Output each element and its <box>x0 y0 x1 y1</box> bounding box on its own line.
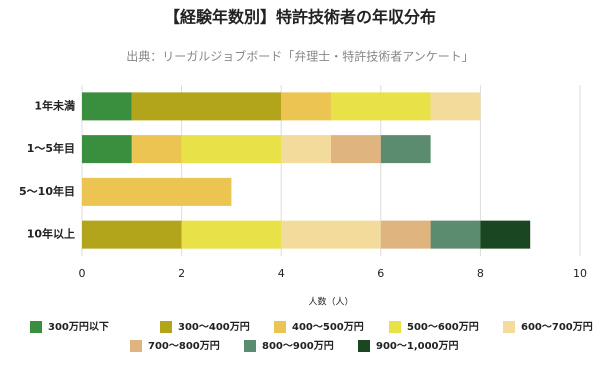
legend-swatch <box>244 340 256 352</box>
x-tick-label: 10 <box>573 267 587 280</box>
x-tick-label: 0 <box>79 267 86 280</box>
legend-swatch <box>389 321 401 333</box>
x-tick-label: 4 <box>278 267 285 280</box>
y-tick-label: 10年以上 <box>27 227 75 241</box>
y-tick-label: 5〜10年目 <box>19 184 75 198</box>
bar-segment <box>431 92 481 120</box>
bar-segment <box>480 221 530 249</box>
bar-segment <box>331 92 431 120</box>
bar-segment <box>182 221 282 249</box>
legend-swatch <box>503 321 515 333</box>
y-tick-label: 1年未満 <box>34 98 75 112</box>
bar-segment <box>281 135 331 163</box>
legend-label: 900〜1,000万円 <box>376 340 459 352</box>
x-tick-label: 2 <box>178 267 185 280</box>
x-tick-label: 8 <box>477 267 484 280</box>
chart-subtitle: 出典：リーガルジョブボード「弁理士・特許技術者アンケート」 <box>126 49 474 64</box>
legend-swatch <box>30 321 42 333</box>
bar-segment <box>381 135 431 163</box>
legend-label: 300〜400万円 <box>178 321 250 333</box>
chart-title: 【経験年数別】特許技術者の年収分布 <box>164 8 436 27</box>
legend-label: 800〜900万円 <box>262 340 334 352</box>
x-tick-label: 6 <box>377 267 384 280</box>
bar-segment <box>132 92 281 120</box>
y-tick-label: 1〜5年目 <box>27 141 75 155</box>
legend-swatch <box>160 321 172 333</box>
legend-swatch <box>130 340 142 352</box>
legend-label: 600〜700万円 <box>521 321 593 333</box>
bar-segment <box>82 178 231 206</box>
bar-segment <box>281 92 331 120</box>
bar-segment <box>431 221 481 249</box>
bar-segment <box>132 135 182 163</box>
x-axis-label: 人数（人） <box>308 296 353 308</box>
legend-swatch <box>274 321 286 333</box>
bar-segment <box>182 135 282 163</box>
legend-label: 500〜600万円 <box>407 321 479 333</box>
bar-segment <box>82 221 182 249</box>
legend-swatch <box>358 340 370 352</box>
bar-segment <box>331 135 381 163</box>
legend-label: 400〜500万円 <box>292 321 364 333</box>
bar-segment <box>82 135 132 163</box>
bar-segment <box>381 221 431 249</box>
legend-label: 700〜800万円 <box>148 340 220 352</box>
legend-label: 300万円以下 <box>48 321 109 333</box>
bar-segment <box>281 221 381 249</box>
bar-segment <box>82 92 132 120</box>
